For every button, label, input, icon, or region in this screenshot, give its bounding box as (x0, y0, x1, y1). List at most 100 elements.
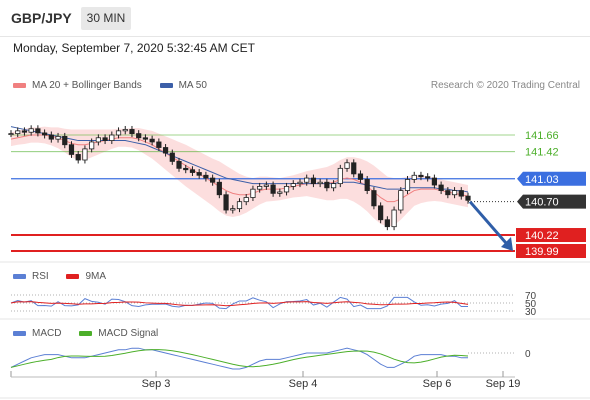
candle-body (196, 172, 202, 176)
candle-body (330, 183, 337, 189)
candle-body (21, 130, 28, 133)
candle-body (129, 129, 135, 135)
candle-body (277, 191, 283, 194)
legend-rsi: RSI (13, 271, 49, 282)
symbol-label: GBP/JPY (11, 10, 72, 26)
projection-arrow-head (501, 237, 513, 251)
candle-body (35, 128, 41, 134)
candle-body (364, 179, 370, 191)
rsi-level-label: 30 (525, 307, 537, 318)
rsi-level-label: 70 (525, 291, 537, 302)
top-bar: GBP/JPY 30 MIN (0, 0, 590, 36)
candle-body (216, 181, 222, 196)
candle-body (250, 188, 256, 198)
pivot-label: 141.03 (525, 174, 559, 186)
candle-body (169, 152, 175, 162)
candle-body (82, 148, 88, 161)
legend-macd-signal-label: MACD Signal (98, 328, 159, 339)
x-axis-label: Sep 19 (486, 378, 521, 390)
candle-body (203, 174, 209, 179)
candle-body (398, 190, 404, 211)
candle-body (304, 177, 310, 183)
candle-body (283, 186, 290, 193)
x-axis-label: Sep 4 (289, 378, 318, 390)
candle-body (371, 190, 377, 207)
legend-ma50-label: MA 50 (178, 80, 207, 91)
candle-body (310, 177, 317, 185)
candle-body (243, 197, 249, 203)
candle-body (317, 181, 323, 185)
candle-body (109, 134, 115, 141)
candle-body (451, 190, 458, 196)
candle-body (351, 162, 357, 175)
legend-macd: MACD (13, 328, 61, 339)
candle-body (142, 137, 149, 140)
rsi-ma-line (10, 301, 469, 307)
macd-zero-label: 0 (525, 349, 531, 360)
candle-body (425, 176, 431, 179)
timeframe-button[interactable]: 30 MIN (81, 7, 131, 30)
legend-ma20: MA 20 + Bollinger Bands (13, 80, 142, 91)
candle-body (48, 134, 54, 140)
candle-body (149, 138, 155, 143)
rsi-level-label: 50 (525, 299, 537, 310)
candle-body (176, 160, 182, 169)
support-tag (516, 244, 586, 258)
last-price-tag (517, 194, 586, 209)
legend-9ma: 9MA (66, 271, 106, 282)
candle-body (344, 162, 350, 169)
candle-body (162, 147, 169, 154)
legend-ma50: MA 50 (159, 80, 207, 91)
research-credit: Research © 2020 Trading Central (430, 80, 580, 91)
candle-body (122, 129, 128, 132)
candle-body (337, 167, 343, 185)
legend-rsi-label: RSI (32, 271, 49, 282)
legend-macd-label: MACD (32, 328, 62, 339)
candle-body (445, 190, 451, 196)
rsi-line (10, 296, 469, 310)
candle-body (270, 184, 276, 194)
candle-body (263, 184, 269, 187)
candle-body (378, 205, 384, 221)
projection-arrow-shaft (468, 200, 508, 244)
candle-body (290, 183, 296, 187)
candle-body (223, 194, 229, 211)
candle-body (324, 181, 330, 189)
rsi-legend: RSI 9MA (13, 271, 121, 282)
resistance-label: 141.66 (525, 130, 559, 142)
support-label: 139.99 (525, 246, 559, 258)
candle-body (115, 130, 122, 136)
candle-body (183, 167, 189, 171)
candle-body (458, 190, 464, 197)
candle-body (438, 184, 444, 191)
candle-body (28, 128, 34, 133)
candle-body (55, 135, 61, 140)
candle-body (384, 219, 390, 228)
ma20-line (10, 134, 469, 203)
candle-body (391, 209, 397, 228)
candle-body (42, 132, 48, 136)
candle-body (189, 169, 196, 173)
candle-body (136, 133, 142, 139)
datetime-label: Monday, September 7, 2020 5:32:45 AM CET (13, 41, 255, 55)
candle-body (257, 186, 263, 190)
candle-body (89, 141, 95, 150)
header-divider (0, 36, 590, 37)
candle-body (156, 141, 162, 148)
candle-body (418, 174, 424, 178)
candle-body (465, 195, 471, 201)
candle-body (102, 137, 108, 141)
legend-9ma-label: 9MA (85, 271, 107, 282)
candle-body (62, 135, 68, 146)
main-legend: MA 20 + Bollinger Bands MA 50 (13, 80, 222, 91)
ma50-line (10, 126, 469, 193)
pivot-tag (517, 171, 586, 186)
last-price-label: 140.70 (525, 197, 559, 209)
candle-body (15, 130, 21, 135)
legend-ma20-label: MA 20 + Bollinger Bands (32, 80, 142, 91)
candle-body (431, 177, 437, 186)
candle-body (297, 181, 303, 185)
candle-body (404, 179, 411, 191)
legend-macd-signal: MACD Signal (79, 328, 158, 339)
